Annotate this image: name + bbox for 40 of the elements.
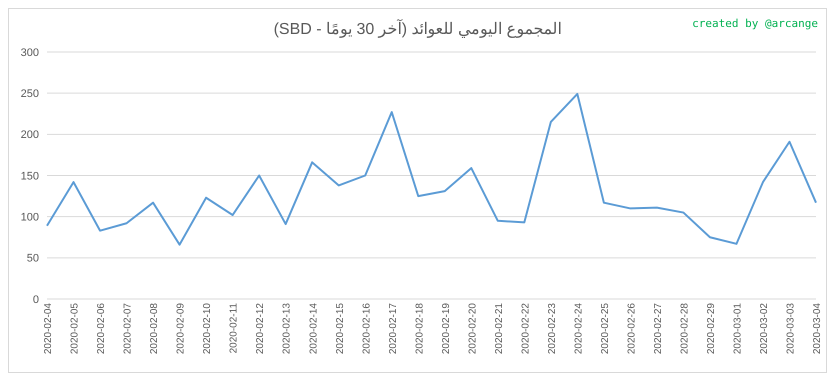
chart-title: المجموع اليومي للعوائد (آخر 30 يومًا - SBD) xyxy=(274,21,562,38)
x-tick-label: 2020-02-19 xyxy=(440,302,452,354)
x-tick-label: 2020-02-22 xyxy=(520,302,532,354)
x-tick-label: 2020-02-14 xyxy=(308,302,320,354)
x-tick-label: 2020-02-20 xyxy=(467,302,478,354)
x-tick-label: 2020-02-26 xyxy=(626,302,638,354)
y-tick-label: 0 xyxy=(32,294,39,306)
x-tick-label: 2020-02-09 xyxy=(176,302,187,354)
x-tick-label: 2020-02-10 xyxy=(202,302,214,354)
x-tick-label: 2020-02-13 xyxy=(282,302,293,354)
x-tick-label: 2020-02-16 xyxy=(361,302,372,354)
y-tick-label: 50 xyxy=(26,252,39,265)
x-tick-label: 2020-02-28 xyxy=(680,302,691,354)
y-tick-label: 300 xyxy=(20,46,39,59)
line-series xyxy=(46,92,817,246)
x-tick-label: 2020-02-21 xyxy=(494,302,505,354)
x-tick-label: 2020-02-06 xyxy=(96,302,108,354)
x-tick-label: 2020-02-24 xyxy=(573,302,584,354)
x-tick-label: 2020-02-18 xyxy=(414,302,426,354)
x-tick-label: 2020-03-04 xyxy=(812,302,824,354)
y-tick-label: 100 xyxy=(20,212,39,224)
x-tick-label: 2020-02-11 xyxy=(228,302,240,354)
x-tick-label: 2020-02-17 xyxy=(388,302,399,354)
y-tick-label: 250 xyxy=(20,88,39,100)
x-tick-label: 2020-02-04 xyxy=(43,302,54,354)
y-tick-label: 200 xyxy=(20,129,39,142)
x-tick-label: 2020-02-29 xyxy=(706,302,718,354)
x-tick-label: 2020-03-02 xyxy=(759,302,770,354)
x-tick-label: 2020-03-03 xyxy=(786,302,797,354)
y-tick-label: 150 xyxy=(20,170,39,182)
x-tick-label: 2020-03-01 xyxy=(732,302,744,354)
x-tick-label: 2020-02-25 xyxy=(600,302,611,354)
x-tick-label: 2020-02-27 xyxy=(652,302,664,354)
x-tick-label: 2020-02-12 xyxy=(255,302,266,354)
text: created by @arcange xyxy=(692,17,818,30)
x-tick-label: 2020-02-07 xyxy=(122,302,134,354)
x-tick-label: 2020-02-15 xyxy=(334,302,346,354)
x-tick-label: 2020-02-08 xyxy=(149,302,160,354)
x-tick-label: 2020-02-05 xyxy=(70,302,81,354)
x-tick-label: 2020-02-23 xyxy=(546,302,558,354)
